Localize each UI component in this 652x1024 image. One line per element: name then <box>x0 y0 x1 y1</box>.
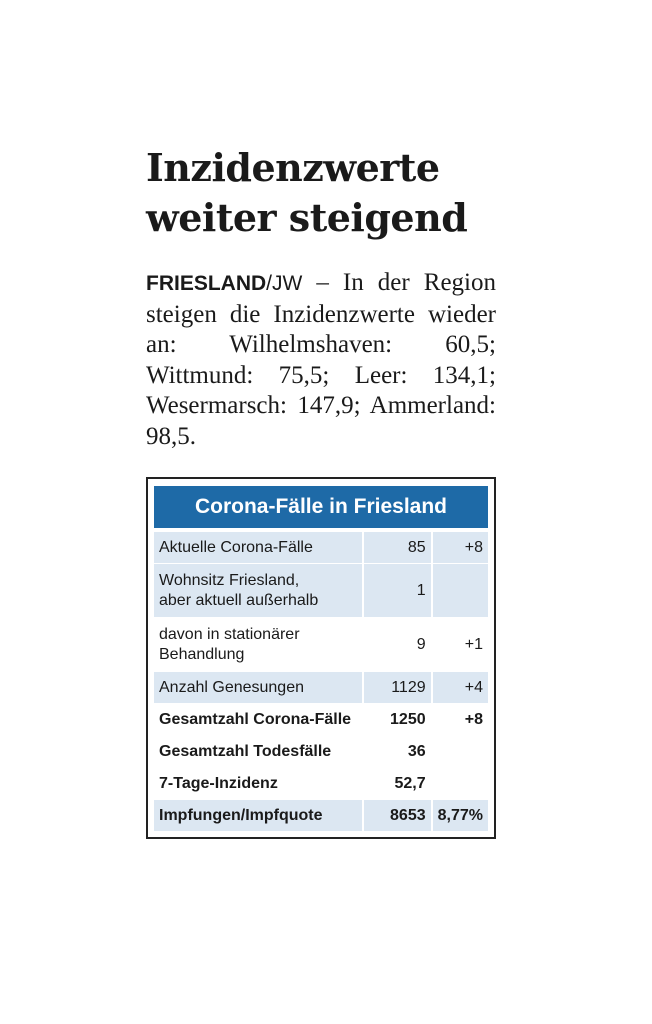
table-row: Gesamtzahl Todesfälle 36 <box>154 736 488 767</box>
row-label-line-2: Behandlung <box>159 645 245 663</box>
row-label: Gesamtzahl Corona-Fälle <box>159 710 352 728</box>
row-change <box>430 736 488 767</box>
info-box: Corona-Fälle in Friesland Aktuelle Coron… <box>146 477 496 839</box>
body-text: – In der Region steigen die Inzidenzwert… <box>146 269 496 450</box>
table-row: davon in stationärer Behandlung 9 +1 <box>154 618 488 671</box>
table-row: 7-Tage-Inzidenz 52,7 <box>154 768 488 799</box>
row-change: +4 <box>430 672 488 703</box>
row-label-line-1: Wohnsitz Friesland, <box>159 571 300 589</box>
headline-line-1: Inzidenzwerte <box>146 145 440 190</box>
row-value: 36 <box>361 736 431 767</box>
row-value: 1250 <box>361 704 431 735</box>
row-label: Anzahl Genesungen <box>154 672 362 703</box>
row-label: Gesamtzahl Todesfälle <box>159 742 332 760</box>
cases-table: Aktuelle Corona-Fälle 85 +8 Wohnsitz Fri… <box>154 531 488 832</box>
row-value: 52,7 <box>361 768 431 799</box>
table-row: Wohnsitz Friesland, aber aktuell außerhal… <box>154 564 488 617</box>
row-change <box>430 564 488 617</box>
table-row: Impfungen/Impfquote 8653 8,77% <box>154 800 488 831</box>
row-change: +1 <box>430 618 488 671</box>
row-label: davon in stationärer Behandlung <box>154 618 362 671</box>
table-row: Gesamtzahl Corona-Fälle 1250 +8 <box>154 704 488 735</box>
row-value: 8653 <box>361 800 431 831</box>
dateline: FRIESLAND <box>146 272 267 295</box>
row-change <box>430 768 488 799</box>
row-change: +8 <box>430 704 488 735</box>
row-value: 9 <box>361 618 431 671</box>
info-box-title: Corona-Fälle in Friesland <box>154 486 488 528</box>
headline-line-2: weiter steigend <box>146 195 468 240</box>
row-value: 85 <box>361 532 431 563</box>
row-change: 8,77% <box>430 800 488 831</box>
row-value: 1129 <box>361 672 431 703</box>
row-label-line-2: aber aktuell außerhalb <box>159 591 319 609</box>
row-label: Aktuelle Corona-Fälle <box>154 532 362 563</box>
row-label: 7-Tage-Inzidenz <box>159 774 278 792</box>
row-label: Wohnsitz Friesland, aber aktuell außerhal… <box>154 564 362 617</box>
row-value: 1 <box>361 564 431 617</box>
row-change: +8 <box>430 532 488 563</box>
agency-tag: /JW <box>266 272 303 295</box>
row-label-line-1: davon in stationärer <box>159 625 300 643</box>
row-label: Impfungen/Impfquote <box>154 800 362 831</box>
table-row: Aktuelle Corona-Fälle 85 +8 <box>154 532 488 563</box>
headline: Inzidenzwerte weiter steigend <box>146 143 506 243</box>
article-body: FRIESLAND/JW – In der Region steigen die… <box>146 268 496 452</box>
table-row: Anzahl Genesungen 1129 +4 <box>154 672 488 703</box>
